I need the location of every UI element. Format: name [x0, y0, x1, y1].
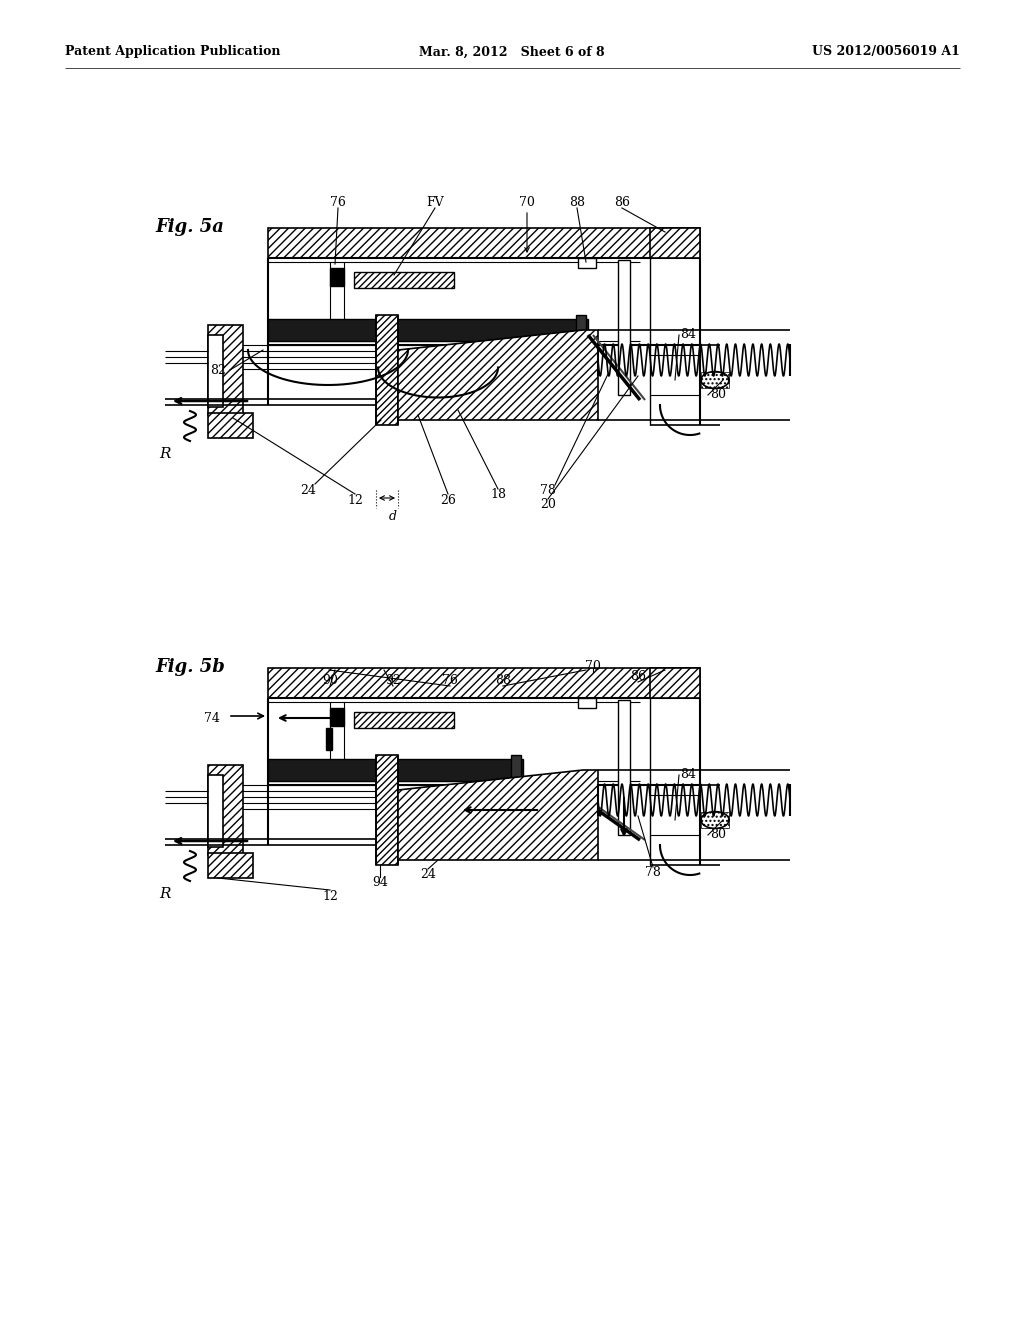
Text: 76: 76 — [330, 195, 346, 209]
Text: 18: 18 — [490, 488, 506, 502]
Text: 12: 12 — [347, 494, 362, 507]
Text: 12: 12 — [323, 890, 338, 903]
Bar — [268, 668, 700, 698]
Polygon shape — [398, 770, 598, 861]
Bar — [575, 315, 586, 345]
Text: Mar. 8, 2012   Sheet 6 of 8: Mar. 8, 2012 Sheet 6 of 8 — [419, 45, 605, 58]
Text: 88: 88 — [495, 673, 511, 686]
Text: Fig. 5b: Fig. 5b — [155, 657, 225, 676]
Bar — [208, 766, 243, 855]
Text: 92: 92 — [385, 673, 400, 686]
Text: 84: 84 — [680, 768, 696, 781]
Text: 90: 90 — [323, 673, 338, 686]
Text: Patent Application Publication: Patent Application Publication — [65, 45, 281, 58]
Bar — [330, 708, 344, 726]
Bar — [268, 759, 523, 781]
Text: US 2012/0056019 A1: US 2012/0056019 A1 — [812, 45, 961, 58]
Text: 88: 88 — [569, 195, 585, 209]
Text: R: R — [160, 887, 171, 902]
Bar — [208, 335, 223, 407]
Text: 94: 94 — [372, 876, 388, 890]
Bar — [618, 700, 630, 836]
Bar — [376, 755, 398, 865]
Bar — [376, 315, 398, 425]
Text: 84: 84 — [680, 329, 696, 342]
Bar — [650, 668, 700, 698]
Text: 24: 24 — [420, 869, 436, 882]
Bar — [578, 698, 596, 708]
Text: R: R — [160, 447, 171, 461]
Text: FV: FV — [426, 195, 443, 209]
Text: 70: 70 — [519, 195, 535, 209]
Text: 80: 80 — [710, 829, 726, 842]
Bar — [330, 268, 344, 286]
Text: 20: 20 — [540, 499, 556, 511]
Bar — [208, 853, 253, 878]
Text: 70: 70 — [585, 660, 601, 672]
Bar — [701, 812, 729, 829]
Text: 82: 82 — [210, 363, 226, 376]
Bar — [701, 372, 729, 388]
Bar — [354, 272, 454, 288]
Bar — [326, 729, 332, 750]
Text: 76: 76 — [442, 673, 458, 686]
Bar — [268, 319, 588, 341]
Bar — [268, 228, 700, 257]
Text: d: d — [389, 510, 397, 523]
Text: 78: 78 — [645, 866, 660, 879]
Text: 80: 80 — [710, 388, 726, 401]
Bar — [208, 775, 223, 847]
Text: 24: 24 — [300, 483, 316, 496]
Bar — [208, 325, 243, 414]
Text: 74: 74 — [204, 711, 220, 725]
Bar — [578, 257, 596, 268]
Text: 78: 78 — [540, 483, 556, 496]
Text: Fig. 5a: Fig. 5a — [155, 218, 224, 236]
Bar — [208, 413, 253, 438]
Polygon shape — [398, 330, 598, 420]
Text: 86: 86 — [630, 669, 646, 682]
Bar — [511, 755, 521, 785]
Text: 26: 26 — [440, 494, 456, 507]
Bar — [618, 260, 630, 395]
Bar — [354, 711, 454, 729]
Bar — [650, 228, 700, 257]
Text: 86: 86 — [614, 195, 630, 209]
